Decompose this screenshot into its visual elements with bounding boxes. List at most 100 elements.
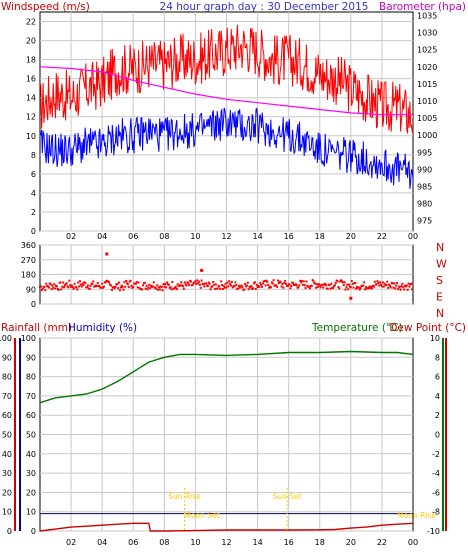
direction-point <box>245 284 248 287</box>
direction-point <box>267 284 270 287</box>
y-tick-label-wind: 22 <box>26 18 36 27</box>
direction-point <box>55 285 58 288</box>
y-tick-label-wind: 4 <box>31 189 36 198</box>
y-tick-label-barometer: 1035 <box>417 11 437 20</box>
direction-point <box>102 285 105 288</box>
x-tick-label-wind: 20 <box>346 232 356 241</box>
y-tick-label-barometer: 975 <box>417 217 432 226</box>
direction-point <box>59 281 62 284</box>
direction-point <box>264 284 267 287</box>
y-tick-label-rain: 80 <box>2 373 12 382</box>
direction-point <box>205 282 208 285</box>
direction-point <box>91 282 94 285</box>
direction-point <box>137 281 140 284</box>
direction-point <box>234 281 237 284</box>
direction-point <box>260 283 263 286</box>
direction-point <box>203 285 206 288</box>
direction-point <box>233 285 236 288</box>
compass-label: W <box>436 258 447 271</box>
direction-point <box>167 283 170 286</box>
direction-point <box>380 283 383 286</box>
y-tick-label-humidity: 40 <box>26 450 36 459</box>
direction-point <box>88 287 91 290</box>
direction-point <box>187 282 190 285</box>
direction-point <box>95 285 98 288</box>
direction-point <box>202 283 205 286</box>
direction-point <box>181 285 184 288</box>
y-tick-label-temperature: -4 <box>432 469 440 478</box>
direction-point <box>43 285 46 288</box>
direction-point <box>319 286 322 289</box>
direction-point <box>326 287 329 290</box>
direction-point <box>123 281 126 284</box>
y-tick-label-rain: 60 <box>2 411 12 420</box>
direction-point <box>241 286 244 289</box>
direction-point <box>377 281 380 284</box>
x-tick-label-rain: 10 <box>190 538 200 547</box>
y-tick-label-wind: 14 <box>26 94 36 103</box>
direction-point <box>220 280 223 283</box>
direction-point <box>312 280 315 283</box>
direction-point <box>228 280 231 283</box>
direction-point <box>364 288 367 291</box>
direction-point <box>275 284 278 287</box>
direction-point <box>345 286 348 289</box>
direction-point <box>193 281 196 284</box>
y-tick-label-humidity: 50 <box>26 431 36 440</box>
y-tick-label-wind: 2 <box>31 208 36 217</box>
y-tick-label-humidity: 80 <box>26 373 36 382</box>
direction-point <box>165 281 168 284</box>
direction-point <box>386 280 389 283</box>
direction-point <box>282 286 285 289</box>
x-tick-label-wind: 06 <box>128 232 138 241</box>
x-tick-label-wind: 02 <box>66 232 76 241</box>
direction-point <box>387 286 390 289</box>
direction-point <box>410 282 413 285</box>
direction-point <box>62 286 65 289</box>
wind-average-line <box>39 107 414 189</box>
direction-point <box>281 282 284 285</box>
direction-point <box>86 284 89 287</box>
x-tick-label-wind: 16 <box>284 232 294 241</box>
direction-point <box>259 281 262 284</box>
direction-point <box>63 284 66 287</box>
direction-point <box>150 284 153 287</box>
x-tick-label-rain: 20 <box>346 538 356 547</box>
direction-point <box>337 286 340 289</box>
direction-point <box>81 282 84 285</box>
direction-point <box>174 285 177 288</box>
direction-point <box>328 284 331 287</box>
direction-point <box>195 282 198 285</box>
direction-point <box>141 288 144 291</box>
y-tick-label-wind: 18 <box>26 56 36 65</box>
x-tick-label-rain: 02 <box>66 538 76 547</box>
direction-point <box>110 288 113 291</box>
direction-point <box>332 287 335 290</box>
direction-point <box>380 285 383 288</box>
direction-point <box>224 282 227 285</box>
direction-point <box>339 280 342 283</box>
direction-point <box>235 284 238 287</box>
direction-point <box>300 281 303 284</box>
direction-point <box>330 282 333 285</box>
wind-gust-line <box>39 24 414 134</box>
direction-point <box>47 286 50 289</box>
y-tick-label-temperature: 6 <box>435 373 440 382</box>
direction-point <box>189 280 192 283</box>
y-tick-label-wind: 12 <box>26 113 36 122</box>
event-label: Sun Rise <box>168 492 201 501</box>
direction-point <box>381 281 384 284</box>
direction-point <box>243 288 246 291</box>
y-tick-label-temperature: -2 <box>432 450 440 459</box>
direction-point <box>302 280 305 283</box>
direction-point <box>373 280 376 283</box>
direction-point <box>354 281 357 284</box>
barometer-label: Barometer (hpa) <box>379 1 466 13</box>
direction-point <box>292 282 295 285</box>
direction-point <box>160 285 163 288</box>
direction-point <box>124 285 127 288</box>
direction-point <box>402 286 405 289</box>
x-tick-label-wind: 18 <box>315 232 325 241</box>
direction-point <box>142 284 145 287</box>
